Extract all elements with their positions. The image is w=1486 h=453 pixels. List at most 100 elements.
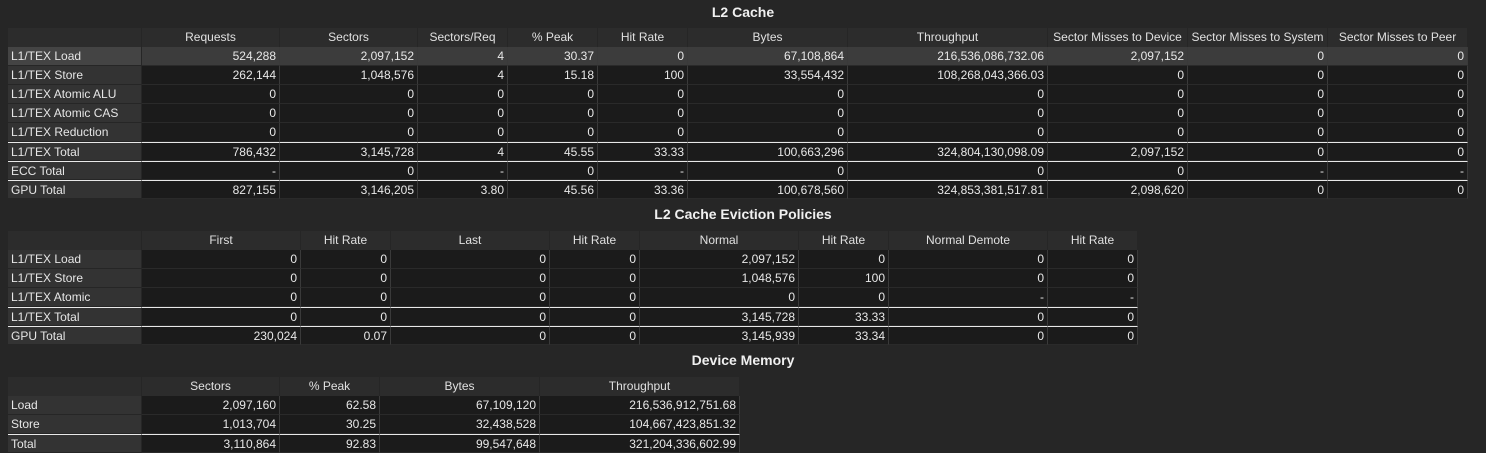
value-cell: 0 [142,85,280,104]
value-cell: 2,097,152 [1048,142,1188,161]
value-cell: 0 [391,250,550,269]
value-cell: 3,146,205 [280,180,418,199]
value-cell: 0 [280,104,418,123]
value-cell: 0 [391,307,550,326]
value-cell: 0 [848,85,1048,104]
value-cell: 324,853,381,517.81 [848,180,1048,199]
value-cell: 0 [688,104,848,123]
value-cell: 0 [280,161,418,180]
column-header-throughput[interactable]: Throughput [848,28,1048,47]
row-label: L1/TEX Store [8,66,142,85]
table-row-l1-tex-store[interactable]: L1/TEX Store 0 0 0 0 1,048,576 100 0 0 [8,269,1138,288]
column-header-hit-rate[interactable]: Hit Rate [598,28,688,47]
value-cell: 0 [1048,85,1188,104]
value-cell: 0 [1048,307,1138,326]
value-cell: 0 [550,307,640,326]
value-cell: 104,667,423,851.32 [540,415,740,434]
value-cell: 33,554,432 [688,66,848,85]
table-row-total[interactable]: Total 3,110,864 92.83 99,547,648 321,204,336… [8,434,740,453]
column-header-normal-demote[interactable]: Normal Demote [889,231,1048,250]
value-cell: 2,098,620 [1048,180,1188,199]
value-cell: 0 [301,288,391,307]
column-header-sector-misses-to-peer[interactable]: Sector Misses to Peer [1328,28,1468,47]
table-row-l1-tex-reduction[interactable]: L1/TEX Reduction 0 0 0 0 0 0 0 0 0 0 [8,123,1468,142]
table-row-l1-tex-store[interactable]: L1/TEX Store 262,144 1,048,576 4 15.18 100 33,… [8,66,1468,85]
value-cell: 0 [1328,104,1468,123]
row-label: L1/TEX Load [8,47,142,66]
row-label: GPU Total [8,180,142,199]
value-cell: 0 [301,269,391,288]
column-header-sector-misses-to-device[interactable]: Sector Misses to Device [1048,28,1188,47]
value-cell: 92.83 [280,434,380,453]
row-label: L1/TEX Total [8,142,142,161]
value-cell: 108,268,043,366.03 [848,66,1048,85]
table-row-l1-tex-atomic-alu[interactable]: L1/TEX Atomic ALU 0 0 0 0 0 0 0 0 0 0 [8,85,1468,104]
value-cell: - [418,161,508,180]
value-cell: - [598,161,688,180]
value-cell: 0 [508,123,598,142]
value-cell: 0 [508,85,598,104]
value-cell: 0.07 [301,326,391,345]
column-header-sectors[interactable]: Sectors [280,28,418,47]
table-row-l1-tex-load[interactable]: L1/TEX Load 0 0 0 0 2,097,152 0 0 0 [8,250,1138,269]
table-row-ecc-total[interactable]: ECC Total -0-0-0 0 0- - [8,161,1468,180]
column-header-hit-rate[interactable]: Hit Rate [1048,231,1138,250]
value-cell: 0 [1328,123,1468,142]
table-row-gpu-total[interactable]: GPU Total 827,155 3,146,205 3.80 45.56 33.36 1… [8,180,1468,199]
value-cell: 0 [142,104,280,123]
value-cell: 786,432 [142,142,280,161]
row-label: L1/TEX Load [8,250,142,269]
value-cell: 0 [508,104,598,123]
table-row-l1-tex-load[interactable]: L1/TEX Load 524,288 2,097,152 4 30.37 0 67,108… [8,47,1468,66]
value-cell: 33.33 [799,307,889,326]
table-row-l1-tex-total[interactable]: L1/TEX Total 786,432 3,145,728 4 45.55 33.33 1… [8,142,1468,161]
value-cell: 3,145,728 [280,142,418,161]
value-cell: 0 [889,326,1048,345]
column-header-hit-rate[interactable]: Hit Rate [550,231,640,250]
value-cell: 0 [1048,123,1188,142]
value-cell: 0 [418,104,508,123]
value-cell: 0 [301,250,391,269]
value-cell: 0 [688,85,848,104]
l2-cache-table: Requests Sectors Sectors/Req% Peak Hit Rate… [8,28,1468,199]
table-row-l1-tex-atomic-cas[interactable]: L1/TEX Atomic CAS 0 0 0 0 0 0 0 0 0 0 [8,104,1468,123]
value-cell: 2,097,160 [142,396,280,415]
column-header-first[interactable]: First [142,231,301,250]
value-cell: 0 [391,269,550,288]
row-label: L1/TEX Atomic ALU [8,85,142,104]
value-cell: 0 [1328,142,1468,161]
column-header-sectors[interactable]: Sectors [142,377,280,396]
column-header-peak[interactable]: % Peak [280,377,380,396]
value-cell: 0 [688,161,848,180]
table-row-load[interactable]: Load 2,097,160 62.58 67,109,120 216,536,912,… [8,396,740,415]
column-header-normal[interactable]: Normal [640,231,799,250]
column-header-bytes[interactable]: Bytes [688,28,848,47]
row-label: L1/TEX Reduction [8,123,142,142]
value-cell: 0 [142,288,301,307]
column-header-throughput[interactable]: Throughput [540,377,740,396]
value-cell: 0 [598,123,688,142]
value-cell: 2,097,152 [280,47,418,66]
table-row-gpu-total[interactable]: GPU Total 230,024 0.07 0 0 3,145,939 33.34 0 0 [8,326,1138,345]
value-cell: 0 [1188,47,1328,66]
column-header-bytes[interactable]: Bytes [380,377,540,396]
value-cell: 3,110,864 [142,434,280,453]
value-cell: 3,145,728 [640,307,799,326]
column-header-sector-misses-to-system[interactable]: Sector Misses to System [1188,28,1328,47]
header-row: First Hit Rate Last Hit Rate Normal Hit Rate N… [8,231,1138,250]
table-row-store[interactable]: Store 1,013,704 30.25 32,438,528 104,667,423… [8,415,740,434]
column-header-sectors-req[interactable]: Sectors/Req [418,28,508,47]
column-header-peak[interactable]: % Peak [508,28,598,47]
table-row-l1-tex-total[interactable]: L1/TEX Total 0 0 0 0 3,145,728 33.33 0 0 [8,307,1138,326]
value-cell: 0 [1328,47,1468,66]
table-row-l1-tex-atomic[interactable]: L1/TEX Atomic 0 0 0 0 0 0- - [8,288,1138,307]
column-header-requests[interactable]: Requests [142,28,280,47]
header-row: Requests Sectors Sectors/Req% Peak Hit Rate… [8,28,1468,47]
value-cell: 0 [142,123,280,142]
value-cell: 216,536,912,751.68 [540,396,740,415]
column-header-hit-rate[interactable]: Hit Rate [799,231,889,250]
value-cell: 262,144 [142,66,280,85]
column-header-last[interactable]: Last [391,231,550,250]
row-label: L1/TEX Atomic [8,288,142,307]
column-header-hit-rate[interactable]: Hit Rate [301,231,391,250]
